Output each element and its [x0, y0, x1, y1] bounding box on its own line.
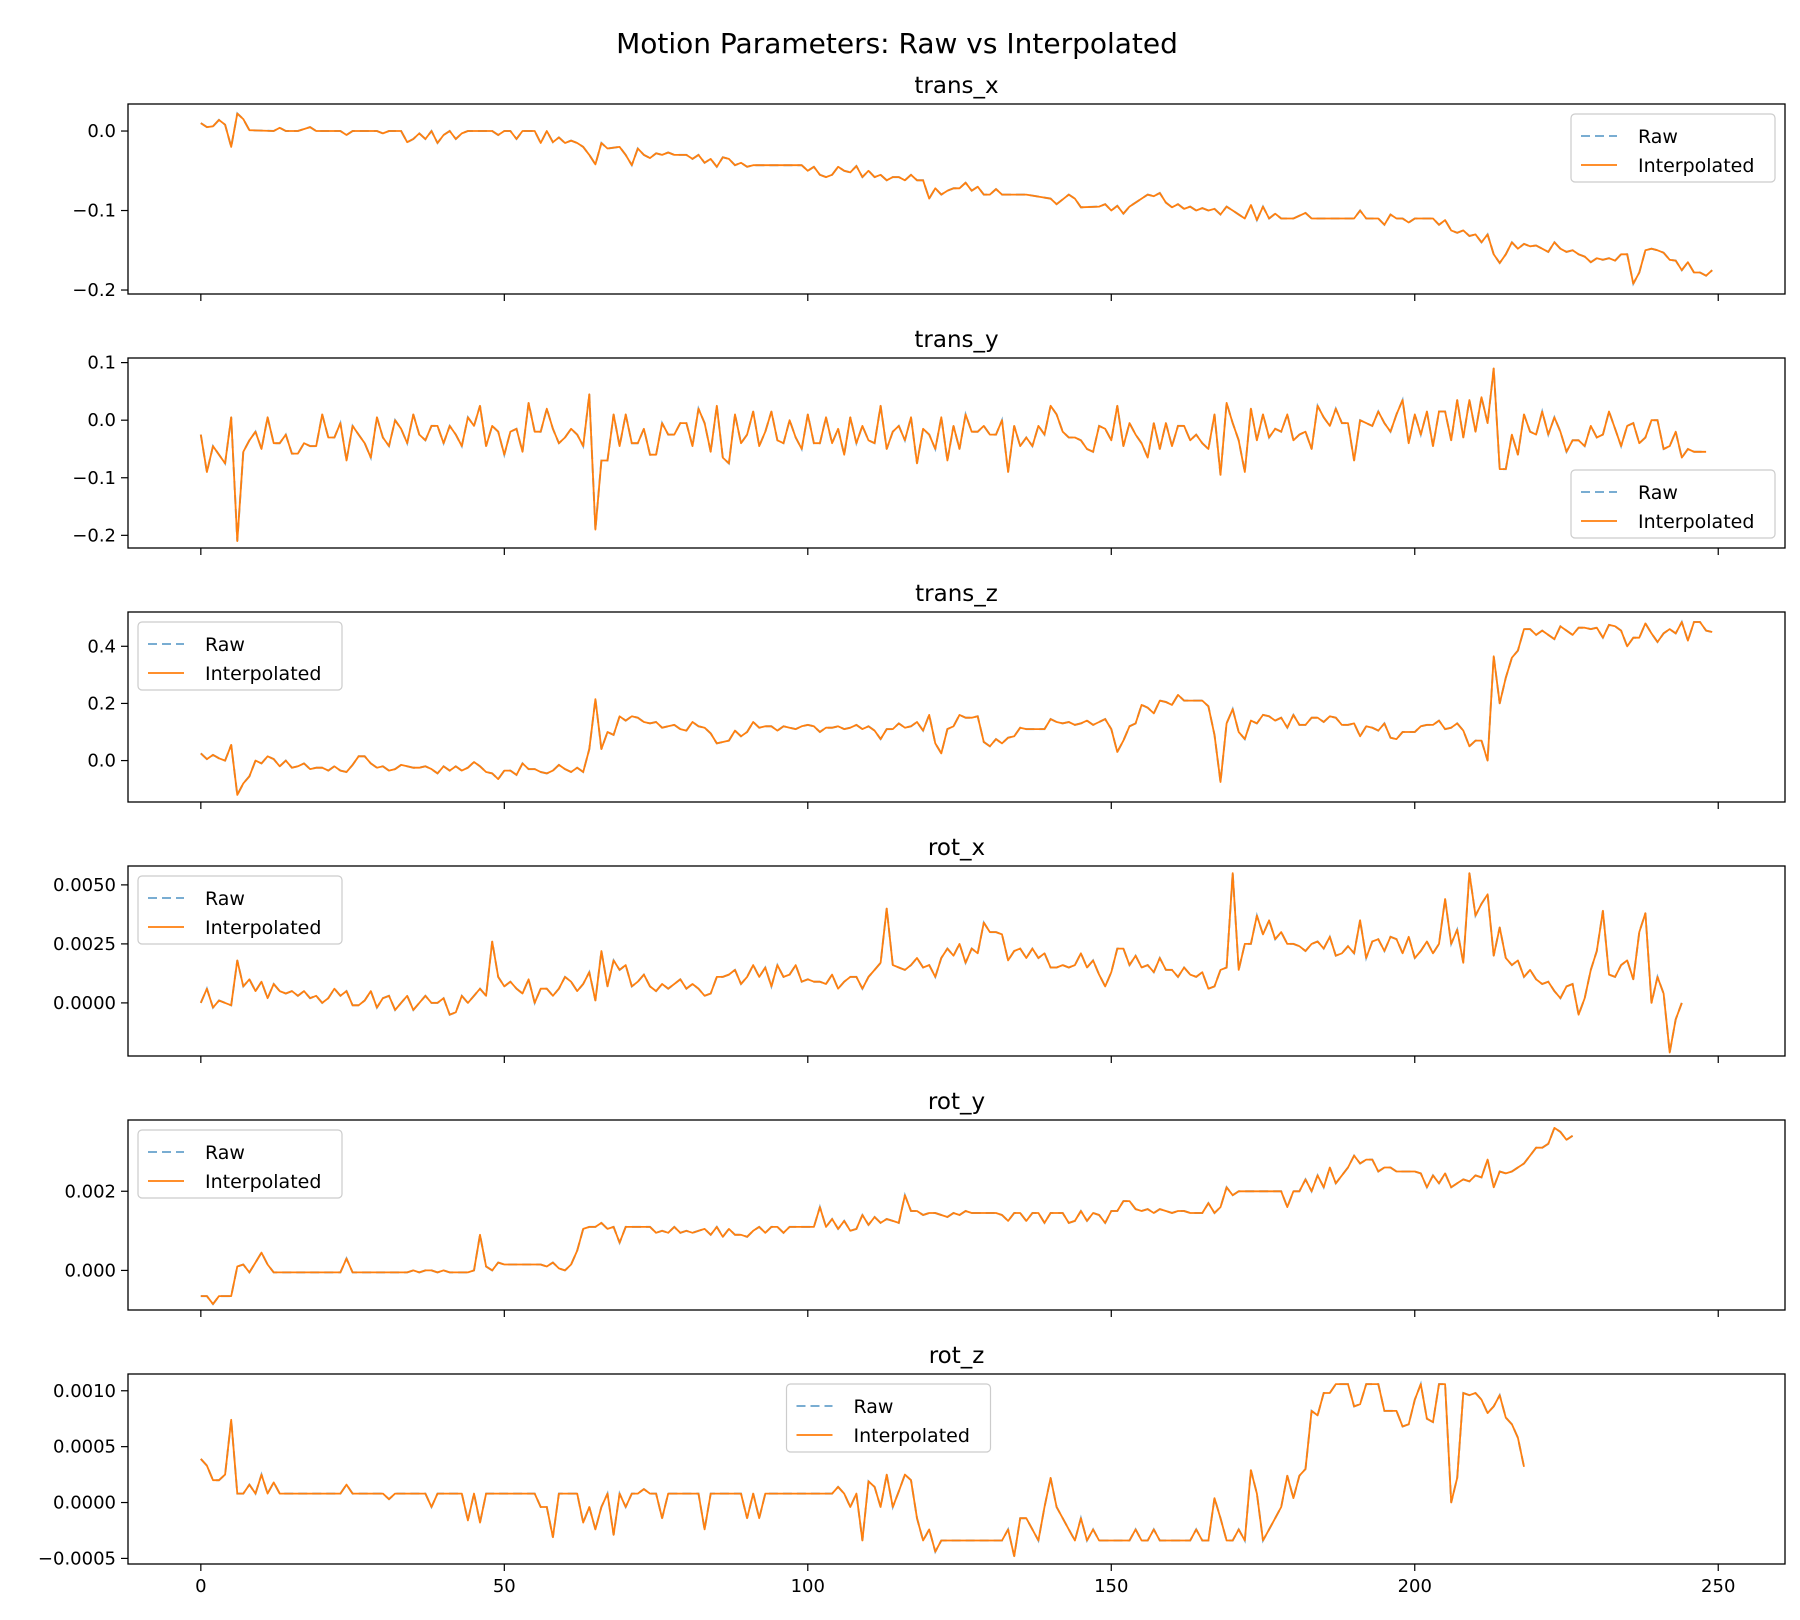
legend-box: [137, 875, 343, 945]
legend: Raw Interpolated: [1570, 469, 1776, 539]
axes-frame: [127, 1373, 1786, 1565]
legend-raw-label: Raw: [854, 1396, 894, 1418]
x-tick-label: 150: [1094, 1576, 1128, 1597]
y-tick-label: 0.0005: [53, 1437, 116, 1458]
axes-frame: [127, 1119, 1786, 1311]
y-tick-label: 0.0000: [53, 993, 116, 1014]
legend-interpolated-label: Interpolated: [854, 1425, 970, 1447]
panel-trans_z: trans_z 0.4 0.2 0.0 Raw Interpolated: [87, 581, 1786, 809]
series-interpolated-line: [200, 112, 1713, 285]
x-tick-label: 250: [1701, 1576, 1735, 1597]
x-tick-label: 0: [195, 1576, 206, 1597]
panel-trans_x: trans_x 0.0 −0.1 −0.2 Raw Interpolated: [72, 73, 1786, 301]
y-tick-label: −0.0005: [38, 1548, 116, 1569]
legend-box: [1570, 469, 1776, 539]
panel-rot_x: rot_x 0.0050 0.0025 0.0000 Raw Interpolated: [53, 835, 1786, 1063]
y-tick-label: −0.1: [72, 201, 116, 222]
y-tick-label: 0.0025: [53, 934, 116, 955]
legend-interpolated-label: Interpolated: [1638, 155, 1754, 177]
panel-title: rot_y: [928, 1089, 985, 1115]
series-raw-line: [200, 619, 1713, 799]
legend-raw-label: Raw: [205, 1142, 245, 1164]
legend: Raw Interpolated: [137, 875, 343, 945]
legend: Raw Interpolated: [137, 1129, 343, 1199]
legend-interpolated-label: Interpolated: [205, 917, 321, 939]
series-raw-line: [199, 872, 1683, 1053]
legend: Raw Interpolated: [785, 1383, 992, 1453]
panel-rot_z: rot_z 0.0010 0.0005 0.0000 −0.0005 0 50 100 150 2…: [38, 1343, 1786, 1597]
panels-container: trans_x0.0−0.1−0.2RawInterpolatedtrans_y…: [38, 73, 1786, 1597]
series-interpolated-line: [199, 872, 1683, 1054]
legend-box: [785, 1383, 992, 1453]
y-tick-label: −0.2: [72, 525, 116, 546]
legend-raw-label: Raw: [205, 888, 245, 910]
legend-raw-label: Raw: [205, 634, 245, 656]
axes-frame: [127, 611, 1786, 803]
x-tick-label: 200: [1398, 1576, 1432, 1597]
panel-title: rot_z: [929, 1343, 985, 1369]
y-tick-label: 0.0050: [53, 875, 116, 896]
y-tick-label: 0.0: [87, 751, 116, 772]
y-tick-label: −0.2: [72, 280, 116, 301]
y-tick-label: 0.0: [87, 121, 116, 142]
panel-trans_y: trans_y 0.1 0.0 −0.1 −0.2 Raw Interpolated: [72, 327, 1786, 555]
legend-interpolated-label: Interpolated: [205, 663, 321, 685]
series-raw-line: [200, 1126, 1574, 1306]
series-interpolated-line: [200, 1127, 1574, 1305]
y-tick-label: 0.2: [87, 693, 116, 714]
legend: Raw Interpolated: [1570, 113, 1776, 183]
panel-title: trans_z: [915, 581, 998, 607]
legend: Raw Interpolated: [137, 621, 343, 691]
series-interpolated-line: [199, 367, 1707, 542]
axes-frame: [127, 865, 1786, 1057]
legend-raw-label: Raw: [1638, 126, 1678, 148]
x-tick-label: 50: [493, 1576, 516, 1597]
y-tick-label: 0.0000: [53, 1493, 116, 1514]
legend-box: [137, 621, 343, 691]
legend-box: [137, 1129, 343, 1199]
series-interpolated-line: [200, 621, 1713, 796]
y-tick-label: 0.4: [87, 636, 116, 657]
x-tick-label: 100: [791, 1576, 825, 1597]
series-interpolated-line: [200, 1383, 1525, 1558]
y-tick-label: 0.000: [64, 1260, 116, 1281]
panel-title: trans_x: [914, 73, 998, 99]
y-tick-label: 0.1: [87, 353, 116, 374]
figure-title: Motion Parameters: Raw vs Interpolated: [616, 27, 1178, 60]
legend-box: [1570, 113, 1776, 183]
legend-interpolated-label: Interpolated: [1638, 511, 1754, 533]
y-tick-label: 0.002: [64, 1181, 116, 1202]
axes-frame: [127, 103, 1786, 295]
series-raw-line: [200, 111, 1713, 287]
axes-frame: [127, 357, 1786, 549]
panel-rot_y: rot_y 0.002 0.000 Raw Interpolated: [64, 1089, 1786, 1317]
panel-title: rot_x: [928, 835, 985, 861]
legend-interpolated-label: Interpolated: [205, 1171, 321, 1193]
panel-title: trans_y: [914, 327, 998, 353]
y-tick-label: 0.0: [87, 410, 116, 431]
legend-raw-label: Raw: [1638, 482, 1678, 504]
y-tick-label: −0.1: [72, 468, 116, 489]
series-raw-line: [199, 368, 1707, 542]
y-tick-label: 0.0010: [53, 1381, 116, 1402]
